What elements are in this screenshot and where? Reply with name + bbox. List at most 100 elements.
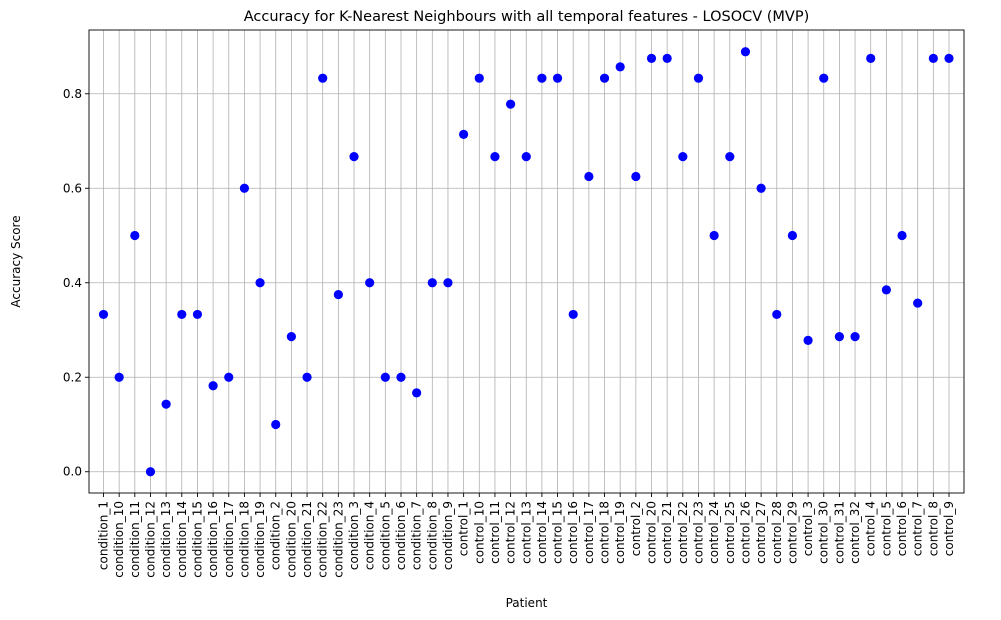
- x-axis-label: Patient: [506, 596, 548, 610]
- data-point: [114, 372, 124, 382]
- x-tick-label: control_28: [770, 501, 784, 564]
- x-tick-label: control_16: [566, 501, 580, 564]
- x-tick-label: condition_20: [284, 501, 298, 578]
- x-tick-label: control_31: [832, 501, 846, 564]
- ticks-layer: condition_1 condition_10 condition_11 condi…: [63, 87, 956, 578]
- y-tick-label: 0.2: [63, 370, 82, 384]
- x-tick-label: control_18: [598, 501, 612, 564]
- x-tick-label: condition_11: [128, 501, 142, 578]
- x-tick-label: condition_8: [425, 501, 439, 570]
- data-point: [192, 309, 203, 320]
- x-tick-label: condition_6: [394, 501, 408, 570]
- data-point: [286, 332, 296, 342]
- x-tick-label: control_12: [504, 501, 518, 564]
- data-point: [459, 129, 469, 140]
- data-point: [568, 309, 578, 320]
- x-tick-label: control_3: [801, 501, 815, 556]
- x-tick-label: control_29: [785, 501, 799, 564]
- x-tick-label: control_8: [926, 501, 940, 556]
- data-point: [756, 183, 766, 193]
- x-tick-label: condition_22: [316, 501, 330, 578]
- points-layer: [98, 47, 954, 477]
- x-tick-label: control_27: [754, 501, 768, 564]
- x-tick-label: condition_1: [97, 501, 111, 570]
- y-tick-label: 0.8: [63, 87, 82, 101]
- x-tick-label: control_15: [551, 501, 565, 564]
- x-tick-label: condition_16: [206, 501, 220, 578]
- x-tick-label: condition_9: [441, 501, 455, 570]
- x-tick-label: condition_7: [410, 501, 424, 570]
- data-point: [474, 73, 484, 83]
- x-tick-label: condition_2: [269, 501, 283, 570]
- x-tick-label: condition_18: [237, 501, 251, 578]
- data-point: [709, 230, 719, 241]
- x-tick-label: condition_10: [112, 501, 126, 578]
- x-tick-label: control_10: [472, 501, 486, 564]
- y-tick-label: 0.4: [63, 276, 82, 290]
- x-tick-label: condition_12: [143, 501, 157, 578]
- data-point: [897, 230, 907, 241]
- x-tick-label: control_26: [738, 501, 752, 564]
- x-tick-label: condition_13: [159, 501, 173, 578]
- x-tick-label: control_4: [864, 501, 878, 556]
- x-tick-label: control_20: [645, 501, 659, 564]
- chart-title: Accuracy for K-Nearest Neighbours with a…: [244, 9, 810, 25]
- x-tick-label: control_21: [660, 501, 674, 564]
- data-point: [740, 47, 751, 57]
- x-tick-label: control_14: [535, 501, 549, 564]
- data-point: [412, 388, 422, 398]
- data-point: [646, 53, 657, 63]
- x-tick-label: control_2: [629, 501, 643, 556]
- data-point: [552, 73, 563, 83]
- y-tick-label: 0.0: [63, 465, 82, 479]
- data-point: [490, 152, 500, 162]
- data-point: [239, 183, 250, 193]
- data-point: [928, 53, 938, 63]
- x-tick-label: condition_23: [331, 501, 345, 578]
- data-point: [396, 372, 406, 382]
- data-point: [161, 399, 171, 409]
- x-tick-label: condition_19: [253, 501, 267, 578]
- data-point: [866, 53, 876, 63]
- data-point: [913, 298, 923, 308]
- x-tick-label: condition_17: [222, 501, 236, 578]
- x-tick-label: control_6: [895, 501, 909, 556]
- grid-layer: [89, 30, 964, 493]
- x-tick-label: condition_5: [378, 501, 392, 570]
- data-point: [505, 99, 516, 109]
- x-tick-label: control_32: [848, 501, 862, 564]
- x-tick-label: condition_3: [347, 501, 361, 570]
- x-tick-label: control_1: [457, 501, 471, 556]
- data-point: [850, 332, 860, 342]
- x-tick-label: control_19: [613, 501, 627, 564]
- data-point: [678, 152, 688, 162]
- x-tick-label: control_22: [676, 501, 690, 564]
- data-point: [224, 372, 234, 382]
- x-tick-label: control_11: [488, 501, 502, 564]
- x-tick-label: control_9: [942, 501, 956, 556]
- x-tick-label: control_23: [691, 501, 705, 564]
- data-point: [443, 278, 453, 288]
- data-point: [599, 73, 610, 83]
- data-point: [834, 332, 844, 342]
- data-point: [98, 309, 109, 320]
- x-tick-label: control_24: [707, 501, 721, 564]
- data-point: [662, 53, 672, 63]
- data-point: [631, 171, 641, 182]
- data-point: [380, 372, 390, 382]
- data-point: [521, 152, 531, 162]
- data-point: [255, 278, 265, 288]
- x-tick-label: condition_4: [363, 501, 377, 570]
- data-point: [772, 309, 782, 320]
- y-axis-label: Accuracy Score: [9, 215, 23, 307]
- x-tick-label: control_13: [519, 501, 533, 564]
- data-point: [349, 152, 359, 162]
- data-point: [365, 278, 375, 288]
- data-point: [537, 73, 547, 83]
- data-point: [693, 73, 704, 83]
- x-tick-label: control_30: [817, 501, 831, 564]
- data-point: [318, 73, 328, 83]
- data-point: [803, 335, 813, 345]
- data-point: [130, 230, 140, 241]
